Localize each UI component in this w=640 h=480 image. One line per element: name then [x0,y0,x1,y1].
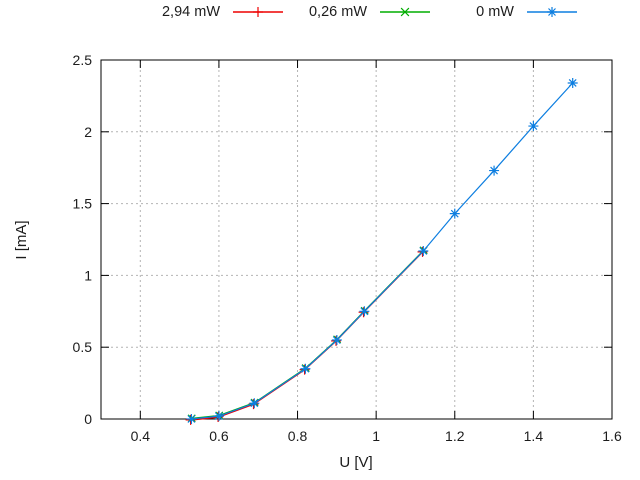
y-axis-label: I [mA] [13,220,30,259]
legend: 2,94 mW 0,26 mW 0 mW [136,3,577,21]
asterisk-marker-icon [359,306,370,317]
y-tick-label: 1 [84,267,92,283]
series-layer [185,77,578,425]
x-tick-label: 1.2 [445,428,465,444]
legend-sample-cross-marker-icon [380,7,430,17]
legend-item-2-94mw: 2,94 mW [136,3,283,21]
asterisk-marker-icon [331,335,342,346]
x-tick-label: 1.4 [524,428,544,444]
series-0-mW [186,77,578,424]
asterisk-marker-icon [449,208,460,219]
legend-label-0mw: 0 mW [476,4,514,20]
axes-layer: 0.4 0.6 0.8 1 1.2 1.4 1.6 0 0.5 1 1.5 2 2.5 [73,52,622,444]
asterisk-marker-icon [418,245,429,256]
grid-layer [101,60,612,419]
x-tick-label: 0.4 [131,428,151,444]
legend-sample-asterisk-marker-icon [527,7,577,17]
y-tick-label: 0 [84,411,92,427]
legend-sample-plus-marker-icon [233,7,283,17]
asterisk-marker-icon [213,411,224,422]
asterisk-marker-icon [547,7,557,17]
y-tick-label: 0.5 [73,339,93,355]
cross-marker-icon [400,7,410,17]
asterisk-marker-icon [249,398,260,409]
series-line [191,82,574,420]
asterisk-marker-icon [186,414,197,424]
series-0-26-mW [187,246,428,423]
x-tick-label: 1 [372,428,380,444]
legend-label-0-26mw: 0,26 mW [308,4,367,20]
asterisk-marker-icon [300,363,311,374]
x-tick-label: 0.8 [288,428,308,444]
y-tick-label: 2.5 [73,52,93,68]
legend-item-0mw: 0 mW [430,3,577,21]
plot-border [100,59,613,420]
asterisk-marker-icon [528,121,539,132]
asterisk-marker-icon [489,165,500,176]
plus-marker-icon [253,7,263,17]
y-tick-label: 2 [84,124,92,140]
x-axis-label: U [V] [339,454,372,471]
y-tick-label: 1.5 [73,196,93,212]
series-2-94-mW [185,246,428,425]
x-tick-label: 0.6 [209,428,229,444]
legend-item-0-26mw: 0,26 mW [283,3,430,21]
x-tick-label: 1.6 [602,428,622,444]
asterisk-marker-icon [567,77,578,88]
legend-label-2-94mw: 2,94 mW [161,4,220,20]
series-line [190,251,424,421]
